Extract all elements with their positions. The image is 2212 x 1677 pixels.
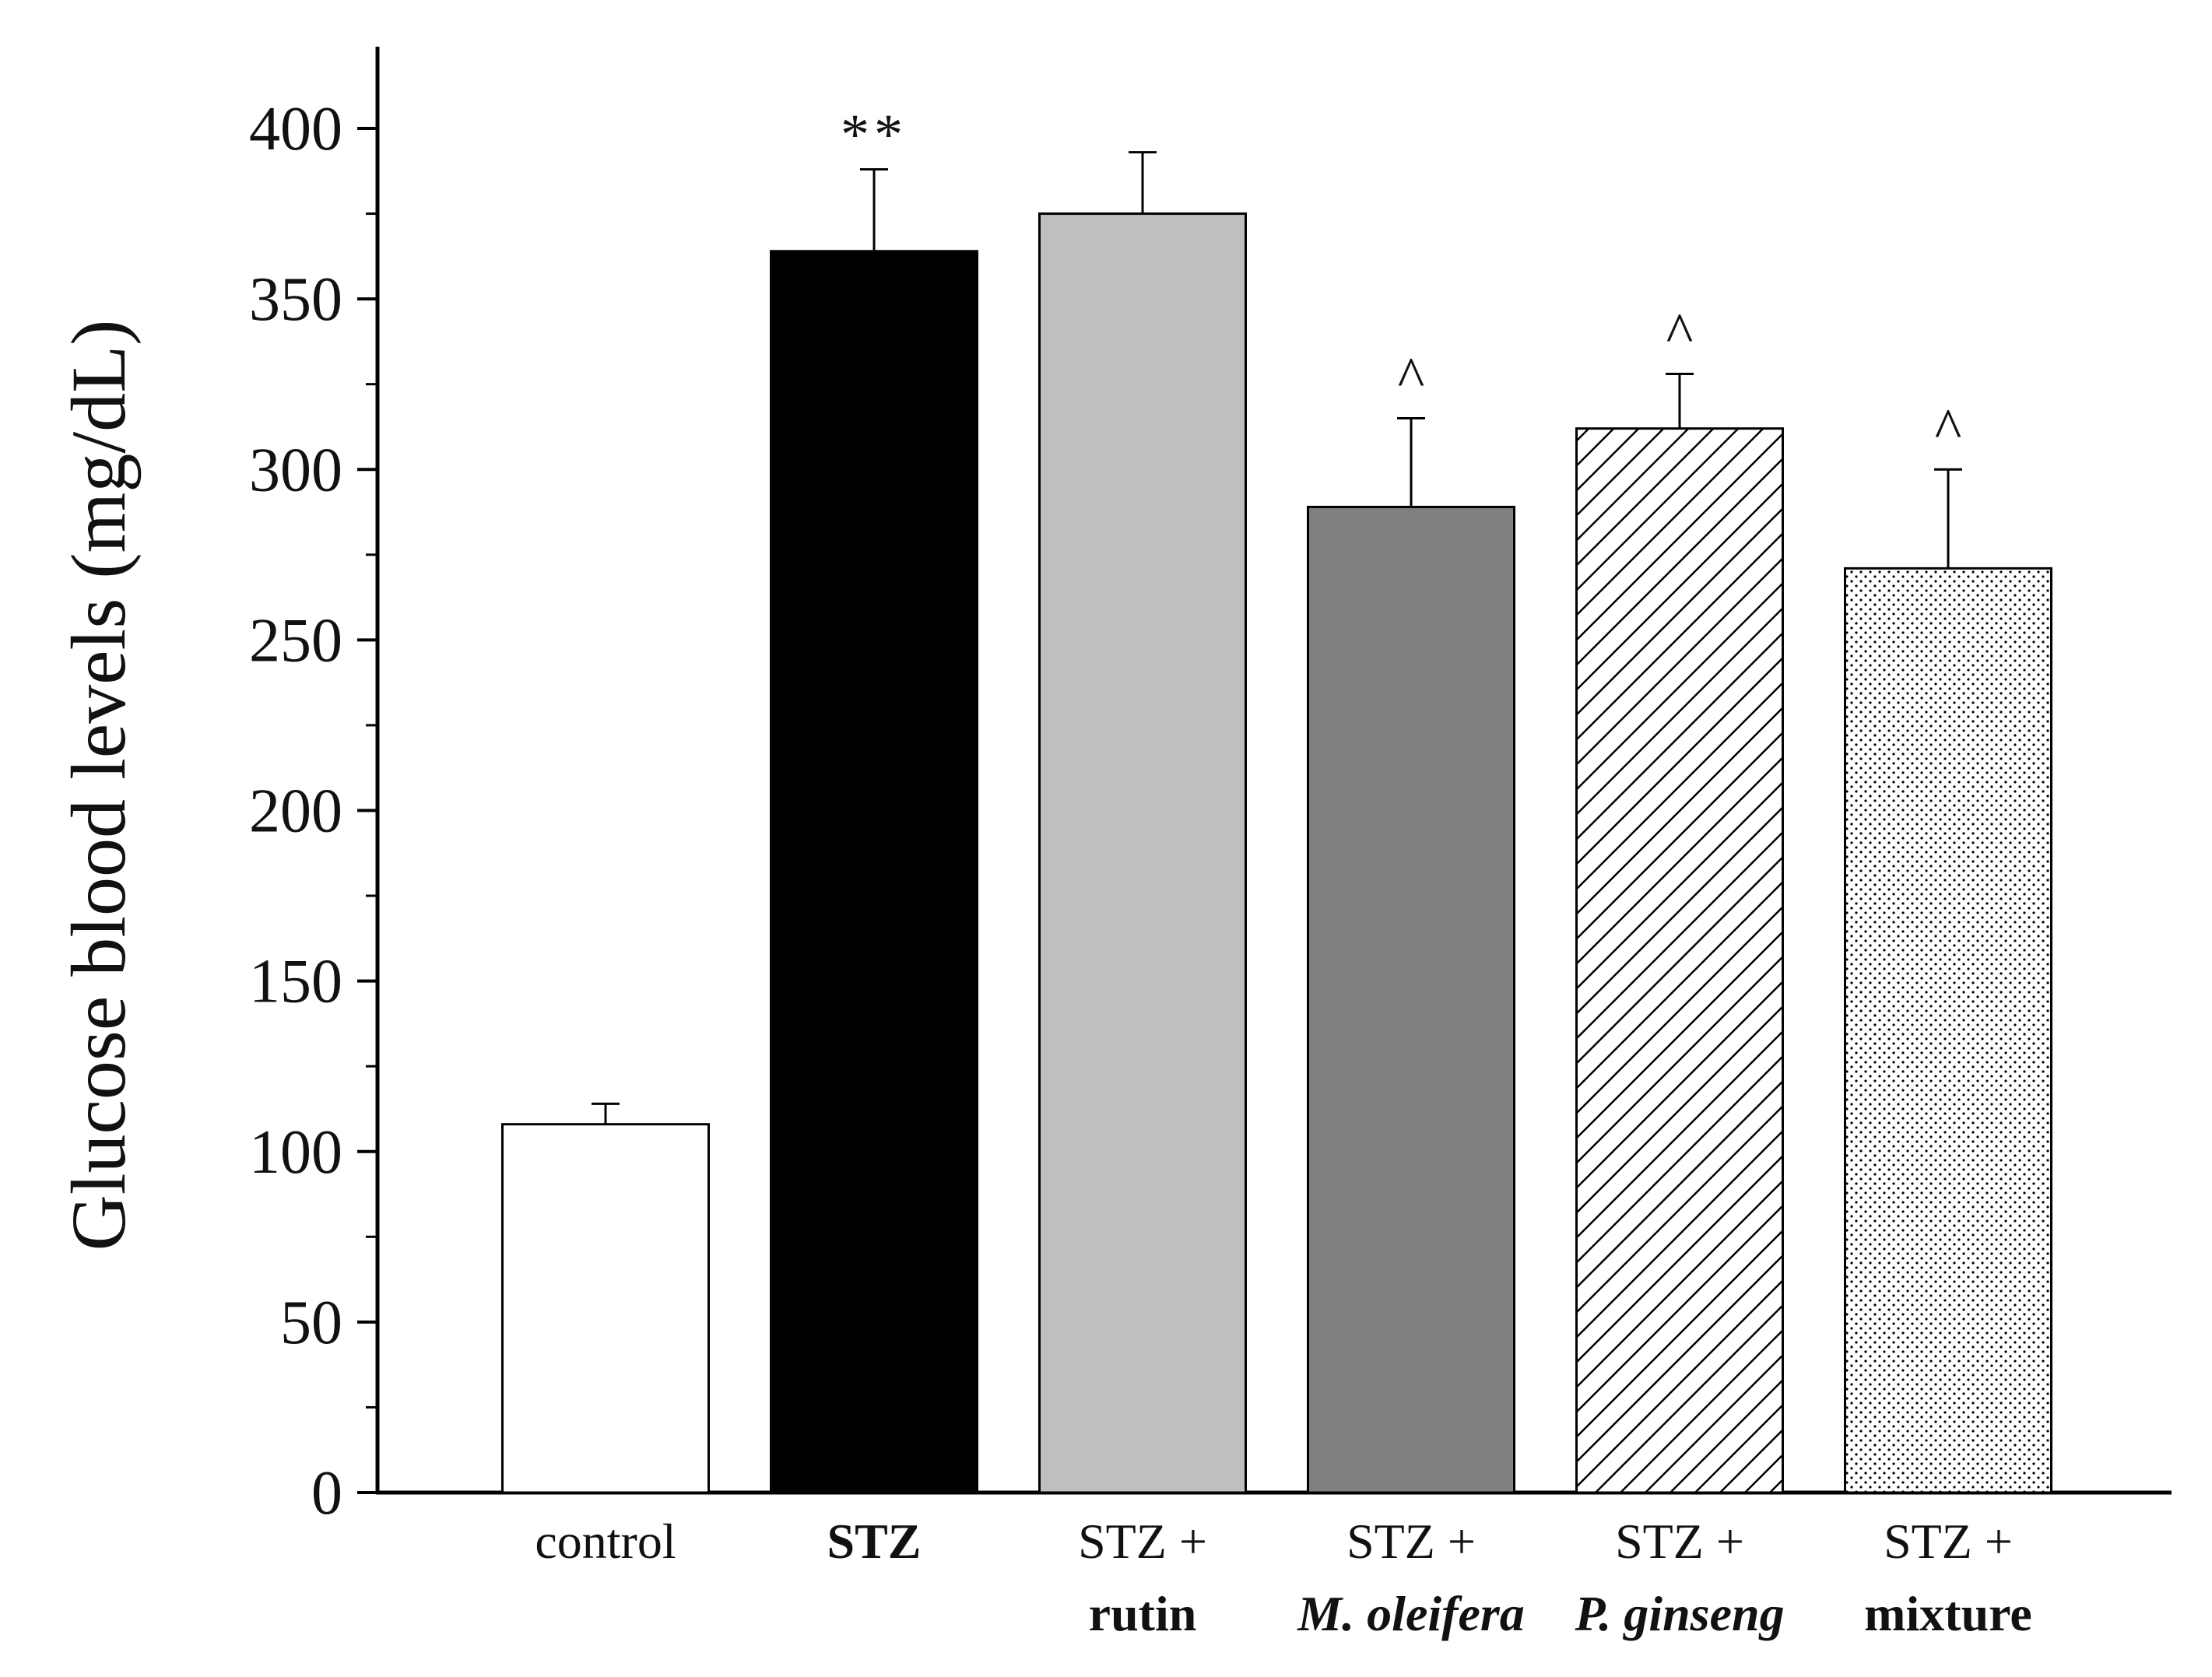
- bar: [770, 250, 978, 1494]
- category-label-line1: control: [535, 1514, 676, 1569]
- y-tick-label: 400: [249, 95, 342, 163]
- y-tick-label: 100: [249, 1118, 342, 1187]
- error-bars: [592, 151, 1962, 1124]
- significance-mark: ^: [1398, 346, 1425, 410]
- category-label-line2: M. oleifera: [1297, 1586, 1525, 1641]
- category-label-line1: STZ +: [1615, 1514, 1744, 1569]
- significance-mark: ^: [1935, 397, 1962, 461]
- significance-mark: ^: [1666, 302, 1694, 366]
- bar: [1038, 212, 1247, 1494]
- category-label-line2: mixture: [1864, 1586, 2032, 1641]
- y-tick-label: 200: [249, 777, 342, 846]
- category-labels: control STZ STZ + rutin STZ + M. oleifera STZ …: [535, 1514, 2031, 1641]
- category-label-line2: rutin: [1089, 1586, 1197, 1641]
- category-label-line2: P. ginseng: [1574, 1586, 1784, 1641]
- bar: [1844, 567, 2052, 1494]
- y-tick-label: 250: [249, 606, 342, 675]
- annotations: ** ^ ^ ^: [841, 103, 1961, 461]
- y-axis-title: Glucose blood levels (mg/dL): [55, 320, 142, 1251]
- y-tick-label: 0: [311, 1459, 342, 1528]
- significance-mark: **: [841, 103, 908, 167]
- y-tick-label: 350: [249, 265, 342, 334]
- y-tick-label: 300: [249, 436, 342, 504]
- y-tick-label: 150: [249, 948, 342, 1016]
- category-label-line1: STZ +: [1884, 1514, 2013, 1569]
- bar: [1575, 427, 1784, 1494]
- y-axis: 0 50 100 150 200 250 300 350 400: [249, 47, 380, 1528]
- y-tick-label: 50: [280, 1289, 342, 1357]
- bars: [501, 212, 2052, 1494]
- bar: [501, 1123, 710, 1494]
- category-label-line1: STZ: [827, 1514, 922, 1569]
- category-label-line1: STZ +: [1078, 1514, 1207, 1569]
- category-label-line1: STZ +: [1347, 1514, 1476, 1569]
- bar: [1307, 505, 1515, 1494]
